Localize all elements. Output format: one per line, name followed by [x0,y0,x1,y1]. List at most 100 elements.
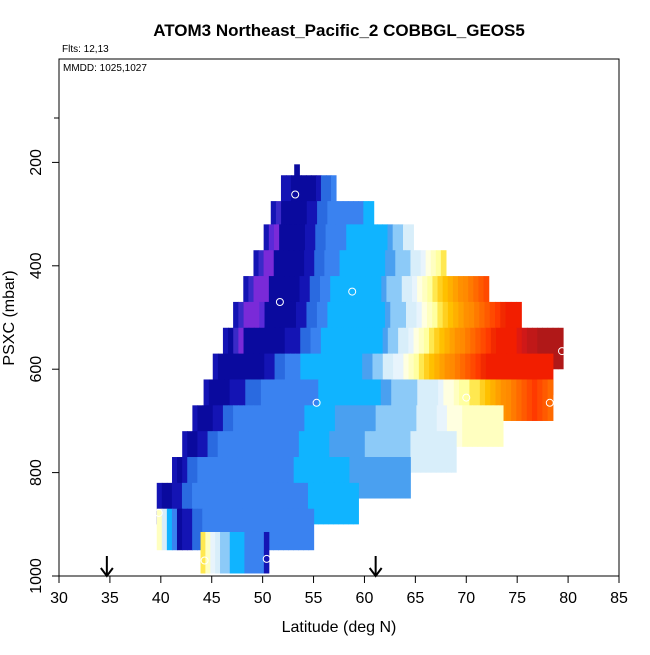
heatmap-cell [289,327,296,370]
heatmap-cell [319,250,325,292]
heatmap-cell [279,327,286,370]
heatmap-cell [288,457,295,499]
heatmap-cell [480,353,487,396]
heatmap-cell [300,327,306,370]
heatmap-cell [237,431,244,473]
observation-point [200,556,209,565]
heatmap-cell [314,250,320,292]
heatmap-cell [258,431,264,473]
heatmap-cell [426,301,433,344]
heatmap-cell [417,379,424,421]
heatmap-cell [223,353,229,396]
heatmap-cell [447,276,454,318]
heatmap-cell [248,353,255,396]
heatmap-cell [351,327,358,370]
heatmap-cell [422,379,429,421]
heatmap-cell [262,482,269,525]
heatmap-cell [375,250,381,292]
heatmap-cell [309,431,315,473]
x-tick-label: 70 [457,590,475,607]
heatmap-cell [176,482,183,525]
y-tick-label: 600 [28,356,45,383]
heatmap-cell [332,201,339,243]
heatmap-cell [274,353,281,396]
heatmap-cell [264,353,271,396]
heatmap-cell [343,301,349,344]
heatmap-cell [322,301,329,344]
heatmap-cell [259,353,265,396]
heatmap-cell [258,276,265,318]
heatmap-cell [427,276,434,318]
heatmap-cell [243,405,249,447]
heatmap-cell [396,405,402,447]
heatmap-cell [290,353,296,396]
heatmap-cell [212,457,219,499]
heatmap-cell [335,224,342,266]
heatmap-cell [484,301,491,344]
heatmap-cell [408,224,414,266]
heatmap-cell [387,327,394,370]
heatmap-cell [207,457,214,499]
heatmap-cell [320,353,327,396]
heatmap-cell [186,482,193,525]
plot-cells [156,164,564,574]
heatmap-cell [292,482,299,525]
heatmap-cell [323,379,330,421]
heatmap-cell [497,405,504,447]
heatmap-cell [320,327,327,370]
observation-point [462,393,471,402]
heatmap-cell [283,431,290,473]
heatmap-cell [293,250,300,292]
heatmap-cell [255,379,262,421]
heatmap-cell [266,379,272,421]
heatmap-cell [269,353,276,396]
heatmap-cell [448,379,455,421]
heatmap-cell [280,301,287,344]
heatmap-cell [390,405,397,447]
heatmap-cell [496,353,502,396]
heatmap-cell [358,301,365,344]
heatmap-cell [284,405,290,447]
heatmap-cell [316,301,323,344]
heatmap-cell [537,379,543,421]
heatmap-cell [380,405,387,447]
heatmap-cell [340,405,346,447]
heatmap-cell [287,482,294,525]
heatmap-cell [283,508,289,551]
heatmap-cell [309,405,316,447]
heatmap-cell [197,457,204,499]
heatmap-cell [268,276,275,318]
heatmap-cell [527,353,533,396]
heatmap-cell [314,431,320,473]
heatmap-cell [354,250,361,292]
heatmap-cell [391,379,398,421]
heatmap-cell [355,405,361,447]
heatmap-cell [262,508,269,551]
heatmap-cell [309,250,315,292]
heatmap-cell [210,531,216,574]
heatmap-cell [253,457,259,499]
heatmap-cell [288,250,295,292]
heatmap-cell [423,327,430,370]
heatmap-cell [276,379,283,421]
heatmap-cell [208,379,215,421]
heatmap-cell [400,431,406,473]
observation-point [545,398,554,407]
heatmap-cell [328,379,335,421]
heatmap-cell [305,175,312,217]
heatmap-cell [454,327,461,370]
heatmap-cell [258,457,264,499]
heatmap-cell [349,457,356,499]
heatmap-cell [253,250,260,292]
heatmap-cell [248,431,254,473]
heatmap-cell [233,353,240,396]
heatmap-cell [192,405,199,447]
heatmap-cell [294,405,300,447]
heatmap-cell [474,379,481,421]
heatmap-cell [516,379,523,421]
heatmap-cell [311,201,318,243]
x-tick-label: 40 [152,590,170,607]
heatmap-cell [403,353,410,396]
heatmap-cell [331,327,337,370]
heatmap-cell [418,327,425,370]
